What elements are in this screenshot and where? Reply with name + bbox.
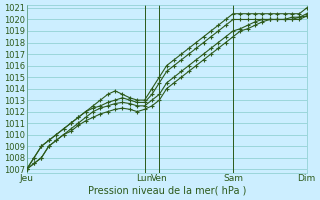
X-axis label: Pression niveau de la mer( hPa ): Pression niveau de la mer( hPa ) [87,186,246,196]
